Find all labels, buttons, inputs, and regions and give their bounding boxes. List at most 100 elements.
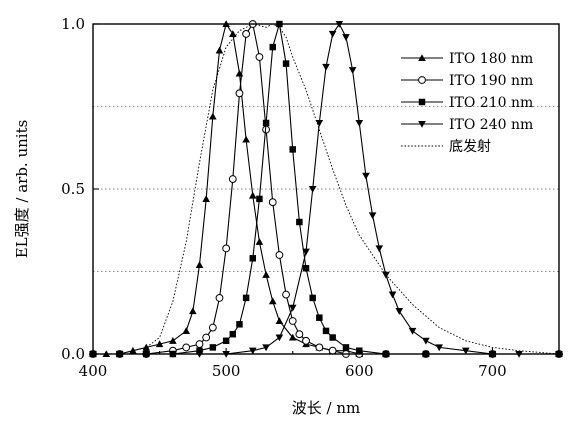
data-point — [209, 344, 217, 351]
data-point — [215, 293, 224, 302]
legend-item: ITO 180 nm — [401, 51, 533, 67]
data-point — [422, 337, 430, 345]
legend-marker — [418, 98, 426, 106]
legend-marker — [418, 76, 426, 84]
data-point — [375, 245, 384, 253]
data-point — [328, 30, 337, 38]
legend-label: ITO 180 nm — [449, 51, 533, 67]
data-point — [142, 343, 151, 351]
series-line — [93, 23, 560, 355]
data-point — [222, 337, 230, 345]
data-point — [189, 307, 197, 315]
legend-label: ITO 190 nm — [449, 73, 533, 89]
data-point — [342, 344, 350, 351]
data-point — [255, 53, 264, 61]
data-point — [208, 323, 217, 332]
data-point — [462, 347, 470, 355]
legend-marker — [418, 54, 426, 62]
data-point — [262, 271, 270, 278]
data-point — [235, 89, 244, 98]
legend-marker — [418, 120, 426, 128]
data-point — [182, 343, 191, 352]
data-point — [302, 336, 310, 345]
data-point — [249, 255, 257, 262]
data-point — [308, 185, 317, 193]
data-point — [435, 344, 443, 352]
x-tick-label: 500 — [212, 362, 241, 380]
data-point — [248, 347, 257, 355]
data-point — [302, 264, 310, 272]
data-point — [348, 67, 357, 74]
data-point — [288, 304, 297, 312]
data-point — [388, 291, 397, 299]
data-point — [202, 195, 210, 202]
data-point — [242, 294, 250, 302]
legend-item: ITO 210 nm — [401, 95, 533, 111]
data-point — [275, 317, 284, 325]
data-point — [296, 218, 303, 226]
data-point — [155, 340, 164, 348]
data-point — [342, 34, 350, 41]
data-point — [248, 191, 257, 199]
data-point — [395, 308, 404, 315]
data-point — [209, 112, 217, 120]
legend-item: ITO 190 nm — [401, 73, 533, 89]
tick-layer: 400 500 600 700 0.0 0.5 1.0 — [61, 15, 507, 380]
data-point — [228, 175, 237, 184]
legend-label: 底发射 — [449, 139, 491, 155]
x-tick-label: 600 — [345, 362, 374, 380]
y-tick-label: 1.0 — [61, 15, 85, 33]
data-point — [129, 346, 137, 354]
data-point — [229, 30, 237, 37]
x-tick-label: 700 — [478, 362, 507, 380]
data-point — [256, 195, 263, 203]
data-point — [315, 343, 324, 352]
data-point — [288, 333, 297, 341]
data-point — [315, 119, 324, 127]
data-point — [309, 294, 316, 302]
data-point — [328, 346, 337, 355]
data-point — [182, 327, 190, 334]
data-point — [195, 340, 204, 349]
data-point — [275, 334, 284, 342]
data-point — [242, 29, 251, 38]
data-point — [242, 135, 250, 143]
legend-label: ITO 240 nm — [449, 117, 533, 133]
data-point — [355, 119, 364, 127]
data-point — [282, 290, 290, 299]
data-point — [262, 344, 270, 352]
data-point — [255, 238, 264, 245]
data-point — [295, 330, 304, 339]
x-axis-label: 波长 / nm — [292, 399, 360, 417]
data-point — [368, 212, 377, 220]
x-tick-label: 400 — [79, 362, 108, 380]
data-point — [202, 333, 211, 342]
data-point — [362, 172, 370, 180]
legend-label: ITO 210 nm — [449, 95, 533, 111]
series-4 — [93, 23, 560, 355]
y-axis-label: EL强度 / arb. units — [13, 120, 31, 259]
data-point — [322, 327, 330, 335]
data-point — [222, 244, 231, 253]
y-tick-label: 0.0 — [61, 345, 85, 363]
y-tick-label: 0.5 — [61, 180, 85, 198]
data-point — [329, 334, 336, 341]
data-point — [302, 248, 310, 256]
legend-item: 底发射 — [401, 139, 491, 155]
data-point — [196, 347, 203, 354]
data-point — [268, 198, 277, 207]
data-point — [195, 261, 204, 268]
legend-item: ITO 240 nm — [401, 117, 533, 133]
series-line — [93, 22, 559, 355]
data-point — [322, 63, 330, 71]
data-point — [289, 146, 296, 153]
data-point — [268, 297, 277, 305]
data-point — [288, 317, 297, 325]
data-point — [408, 327, 417, 335]
data-point — [262, 119, 270, 127]
data-point — [275, 251, 284, 259]
data-point — [215, 46, 224, 54]
data-point — [169, 337, 177, 344]
data-point — [236, 321, 243, 328]
